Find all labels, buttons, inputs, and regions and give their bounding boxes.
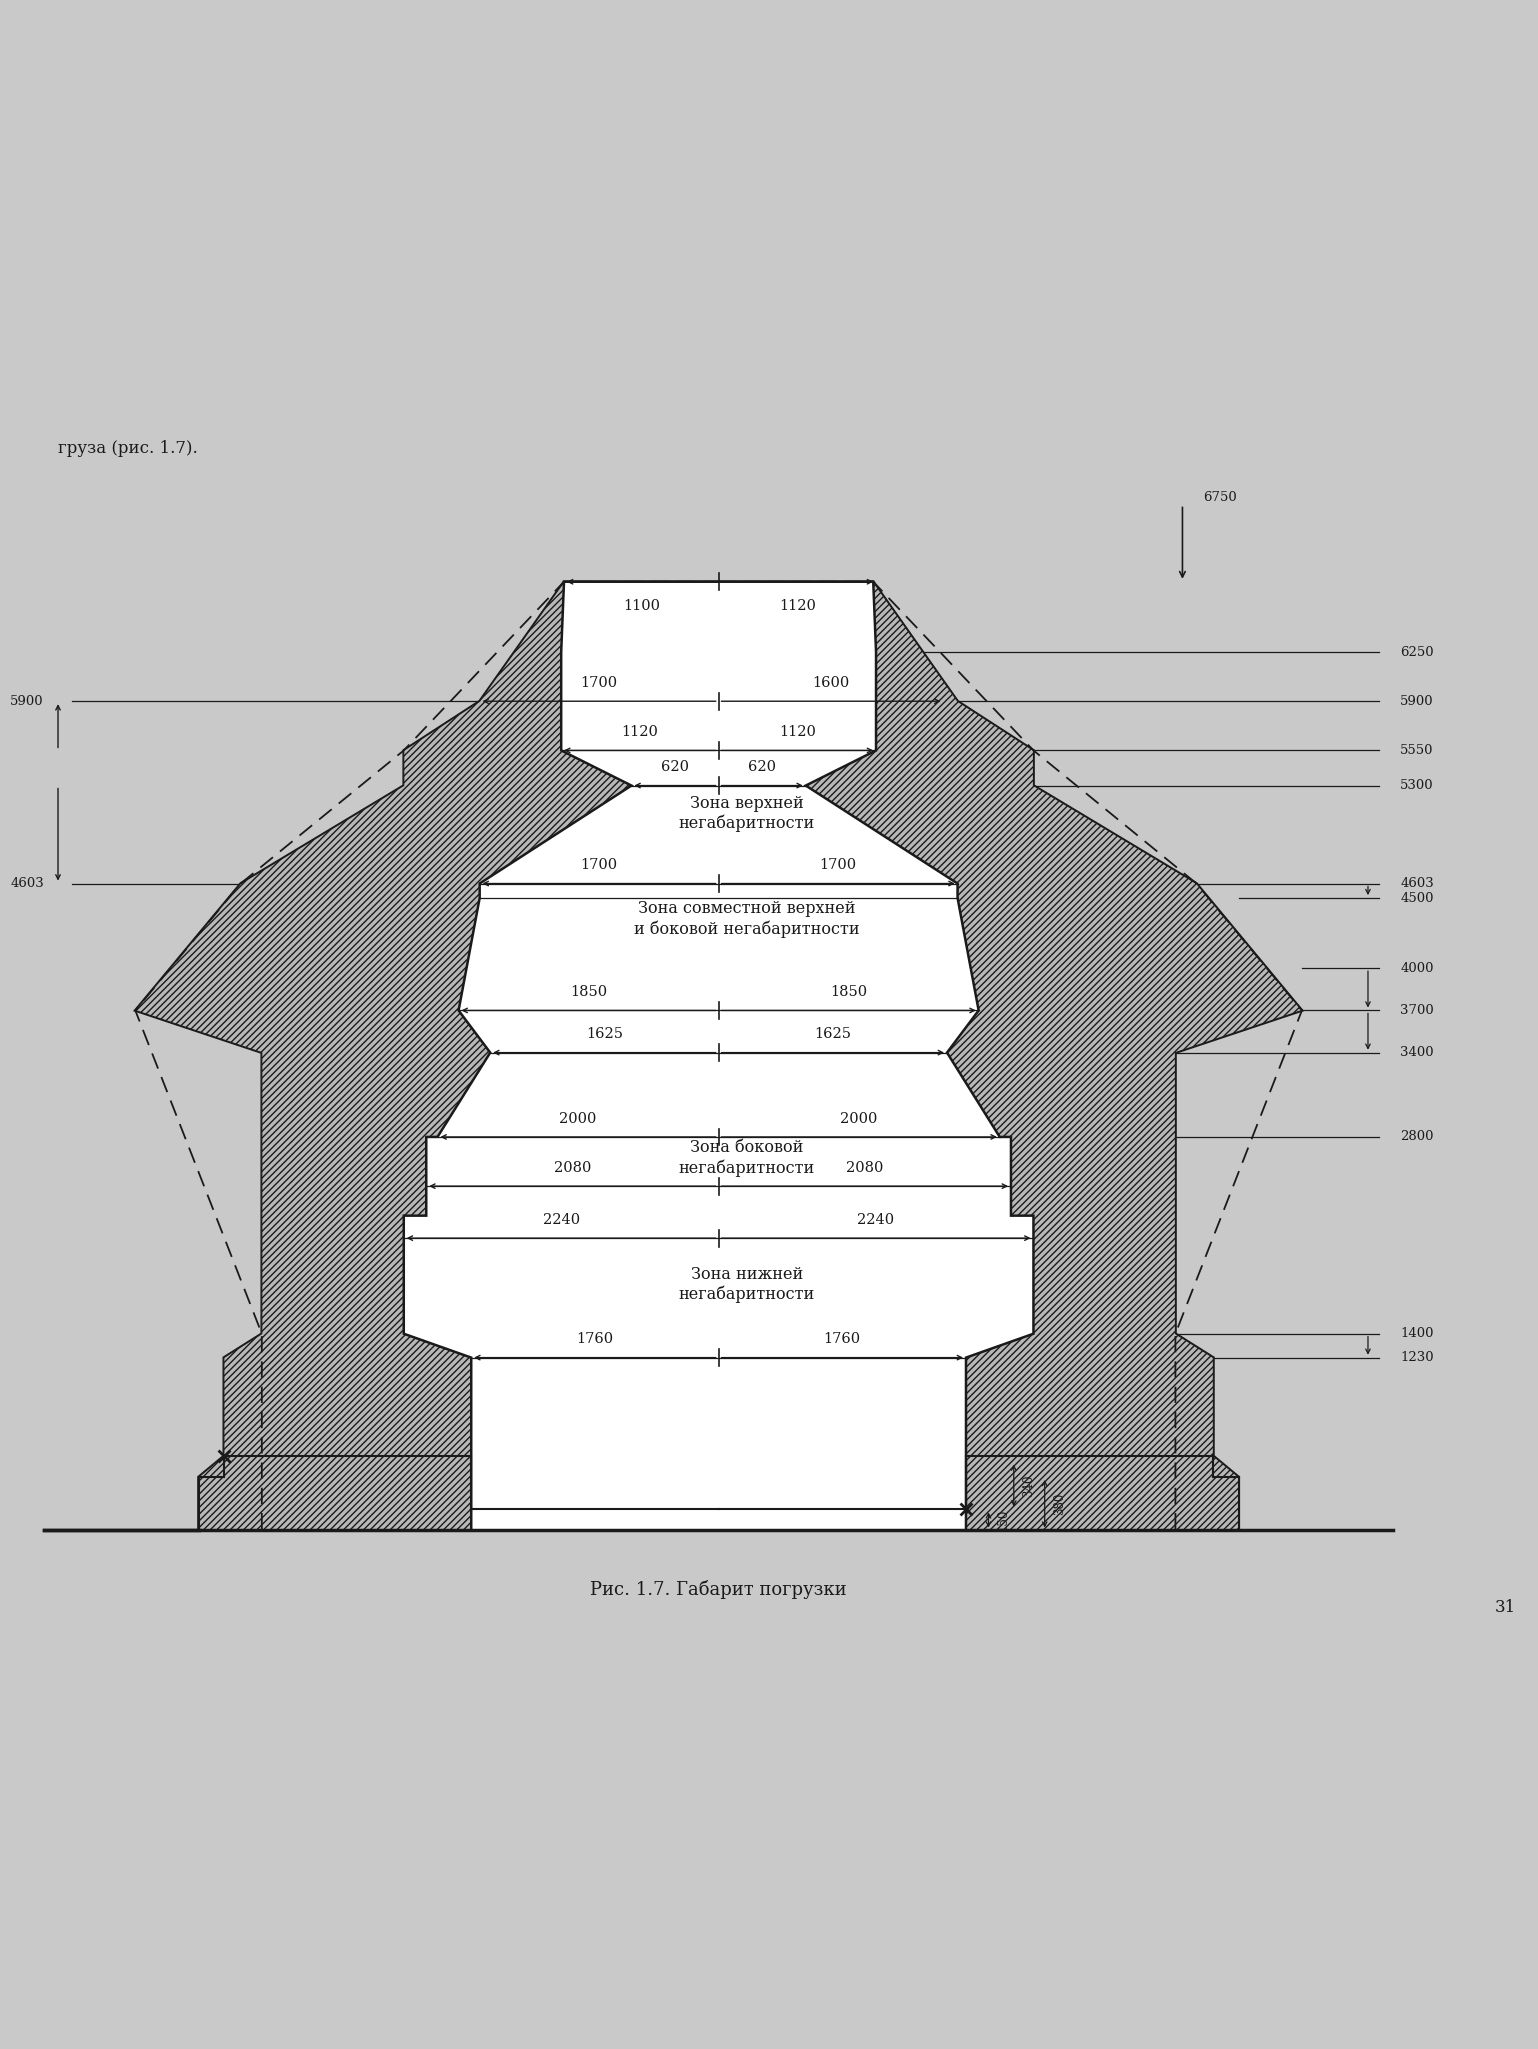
Text: 1760: 1760 bbox=[824, 1332, 861, 1346]
Text: 2240: 2240 bbox=[543, 1213, 580, 1227]
Text: Рис. 1.7. Габарит погрузки: Рис. 1.7. Габарит погрузки bbox=[591, 1580, 847, 1598]
Text: Зона верхней
негабаритности: Зона верхней негабаритности bbox=[678, 795, 815, 832]
Text: Зона боковой
негабаритности: Зона боковой негабаритности bbox=[678, 1139, 815, 1176]
Text: 1120: 1120 bbox=[621, 725, 658, 740]
Text: 1625: 1625 bbox=[814, 1027, 852, 1041]
Text: 1850: 1850 bbox=[831, 986, 867, 1000]
Text: Зона совместной верхней
и боковой негабаритности: Зона совместной верхней и боковой негаба… bbox=[634, 900, 860, 938]
Text: 2000: 2000 bbox=[840, 1113, 878, 1125]
Text: 4000: 4000 bbox=[1400, 961, 1433, 975]
Text: 2080: 2080 bbox=[554, 1162, 591, 1174]
Text: 4500: 4500 bbox=[1400, 891, 1433, 904]
Text: 4603: 4603 bbox=[1400, 877, 1433, 889]
Text: 1600: 1600 bbox=[812, 676, 849, 691]
Polygon shape bbox=[135, 582, 1303, 1531]
Text: 1760: 1760 bbox=[577, 1332, 614, 1346]
Text: 2800: 2800 bbox=[1400, 1131, 1433, 1143]
Text: 2240: 2240 bbox=[858, 1213, 895, 1227]
Polygon shape bbox=[404, 582, 1034, 1531]
Text: 5550: 5550 bbox=[1400, 744, 1433, 756]
Text: 2000: 2000 bbox=[560, 1113, 597, 1125]
Polygon shape bbox=[135, 582, 718, 1531]
Text: 1625: 1625 bbox=[586, 1027, 623, 1041]
Text: 340: 340 bbox=[1023, 1475, 1035, 1496]
Text: 5900: 5900 bbox=[1400, 695, 1433, 707]
Text: Зона нижней
негабаритности: Зона нижней негабаритности bbox=[678, 1266, 815, 1303]
Text: 5300: 5300 bbox=[1400, 779, 1433, 793]
Text: 1700: 1700 bbox=[580, 676, 618, 691]
Text: 3700: 3700 bbox=[1400, 1004, 1433, 1016]
Text: 620: 620 bbox=[747, 760, 777, 775]
Text: 1700: 1700 bbox=[580, 859, 618, 873]
Text: 6250: 6250 bbox=[1400, 645, 1433, 658]
Text: 6750: 6750 bbox=[1204, 492, 1237, 504]
Text: 1120: 1120 bbox=[778, 725, 815, 740]
Text: 5900: 5900 bbox=[11, 695, 45, 707]
Text: 1230: 1230 bbox=[1400, 1350, 1433, 1365]
Text: 620: 620 bbox=[661, 760, 689, 775]
Text: 1400: 1400 bbox=[1400, 1328, 1433, 1340]
Text: 4603: 4603 bbox=[11, 877, 45, 889]
Text: 31: 31 bbox=[1495, 1600, 1516, 1617]
Text: груза (рис. 1.7).: груза (рис. 1.7). bbox=[58, 441, 198, 457]
Text: 2080: 2080 bbox=[846, 1162, 883, 1174]
Text: 380: 380 bbox=[1054, 1492, 1066, 1514]
Text: 1120: 1120 bbox=[778, 598, 815, 613]
Text: 1700: 1700 bbox=[820, 859, 857, 873]
Text: 1850: 1850 bbox=[571, 986, 608, 1000]
Text: 1100: 1100 bbox=[623, 598, 660, 613]
Text: 3400: 3400 bbox=[1400, 1047, 1433, 1059]
Text: 150: 150 bbox=[997, 1508, 1010, 1531]
Polygon shape bbox=[718, 582, 1303, 1531]
